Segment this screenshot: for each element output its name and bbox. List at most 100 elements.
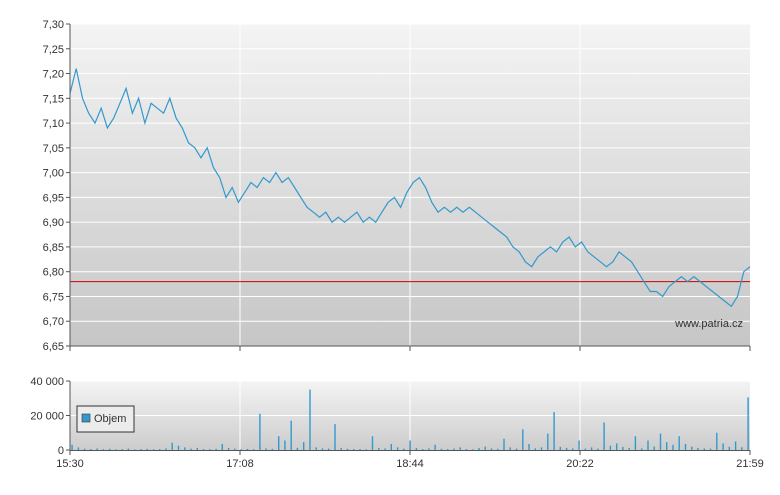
- price-y-tick-label: 6,80: [43, 267, 64, 279]
- volume-bar: [90, 449, 92, 450]
- price-y-tick-label: 6,65: [43, 341, 64, 353]
- volume-y-tick-label: 20 000: [30, 411, 64, 423]
- x-tick-label: 18:44: [396, 458, 424, 470]
- volume-bar: [390, 444, 392, 450]
- volume-bar: [647, 440, 649, 450]
- volume-bar: [534, 448, 536, 450]
- volume-y-tick-label: 40 000: [30, 376, 64, 388]
- price-series-line: [69, 68, 751, 308]
- volume-bar: [284, 440, 286, 450]
- volume-bar: [653, 446, 655, 450]
- volume-bar: [584, 448, 587, 450]
- volume-bar: [484, 446, 486, 450]
- volume-bar: [190, 448, 192, 450]
- volume-bar: [353, 449, 355, 450]
- volume-bar: [453, 448, 455, 450]
- volume-bar: [202, 449, 205, 450]
- volume-bar: [497, 448, 499, 450]
- volume-bar: [572, 448, 574, 450]
- volume-bar: [472, 449, 474, 450]
- volume-bar: [177, 445, 180, 450]
- volume-bar: [303, 442, 305, 450]
- volume-bar: [747, 397, 749, 450]
- volume-bar: [547, 433, 549, 450]
- volume-bar: [672, 444, 674, 450]
- volume-bar: [634, 436, 637, 450]
- price-y-tick-label: 7,00: [43, 168, 64, 180]
- volume-bar: [522, 429, 524, 450]
- volume-bar: [741, 447, 743, 450]
- volume-bar: [171, 442, 173, 450]
- volume-bar: [459, 447, 461, 450]
- volume-bar: [359, 449, 361, 450]
- x-tick-label: 17:08: [226, 458, 254, 470]
- volume-bar: [278, 436, 280, 450]
- volume-bar: [365, 449, 367, 450]
- volume-bar: [146, 448, 148, 450]
- volume-bar: [678, 436, 680, 450]
- volume-bar: [734, 441, 737, 450]
- volume-bar: [703, 448, 705, 450]
- volume-bar: [290, 420, 292, 450]
- volume-bar: [309, 389, 311, 450]
- volume-bar: [159, 449, 161, 450]
- price-y-tick-label: 7,30: [43, 19, 64, 31]
- volume-bar: [559, 446, 561, 450]
- volume-bar: [540, 447, 543, 450]
- price-y-tick-label: 7,20: [43, 69, 64, 81]
- volume-bar: [659, 433, 662, 450]
- volume-bar: [246, 449, 249, 450]
- volume-bar: [641, 448, 643, 450]
- volume-bar: [96, 448, 98, 450]
- volume-bar: [115, 449, 117, 450]
- legend-swatch: [81, 413, 91, 423]
- volume-bar: [440, 448, 443, 450]
- volume-bar: [590, 447, 593, 450]
- volume-bar: [321, 448, 324, 450]
- volume-bar: [121, 449, 123, 450]
- volume-bar: [152, 449, 155, 450]
- volume-bar: [597, 448, 599, 450]
- volume-bar: [565, 447, 568, 450]
- volume-bar: [77, 447, 80, 450]
- legend-label: Objem: [94, 413, 126, 425]
- volume-bar: [340, 447, 342, 450]
- volume-bar: [716, 432, 718, 451]
- volume-bar: [603, 422, 605, 450]
- volume-bar: [415, 447, 418, 450]
- volume-bar: [434, 444, 436, 450]
- volume-bar: [196, 447, 198, 450]
- volume-bar: [515, 448, 518, 450]
- volume-legend: Objem: [76, 405, 135, 433]
- volume-bar: [609, 445, 612, 450]
- price-y-tick-label: 6,70: [43, 316, 64, 328]
- watermark-text: www.patria.cz: [674, 318, 743, 330]
- volume-bar: [616, 443, 618, 450]
- volume-bar: [215, 448, 217, 450]
- volume-bar: [378, 447, 380, 450]
- volume-bar: [315, 447, 317, 450]
- volume-bar: [252, 449, 255, 450]
- volume-bar: [697, 447, 699, 450]
- volume-bar: [109, 448, 111, 450]
- price-y-tick-label: 7,10: [43, 118, 64, 130]
- volume-y-tick-label: 0: [58, 445, 64, 457]
- volume-bar: [259, 413, 261, 450]
- volume-bar: [71, 444, 73, 450]
- volume-bar: [490, 448, 493, 450]
- volume-bar: [509, 447, 511, 450]
- volume-bar: [421, 449, 424, 450]
- volume-bar: [691, 446, 693, 450]
- x-tick-label: 15:30: [56, 458, 84, 470]
- volume-bar: [528, 444, 530, 450]
- volume-bar: [234, 448, 236, 450]
- volume-bar: [684, 444, 687, 450]
- volume-bar: [465, 449, 468, 450]
- volume-bar: [722, 443, 724, 450]
- volume-bar: [184, 447, 186, 450]
- price-y-tick-label: 6,90: [43, 217, 64, 229]
- volume-bar: [102, 449, 105, 450]
- price-y-tick-label: 6,75: [43, 291, 64, 303]
- volume-bar: [622, 446, 624, 450]
- x-tick-label: 21:59: [736, 458, 764, 470]
